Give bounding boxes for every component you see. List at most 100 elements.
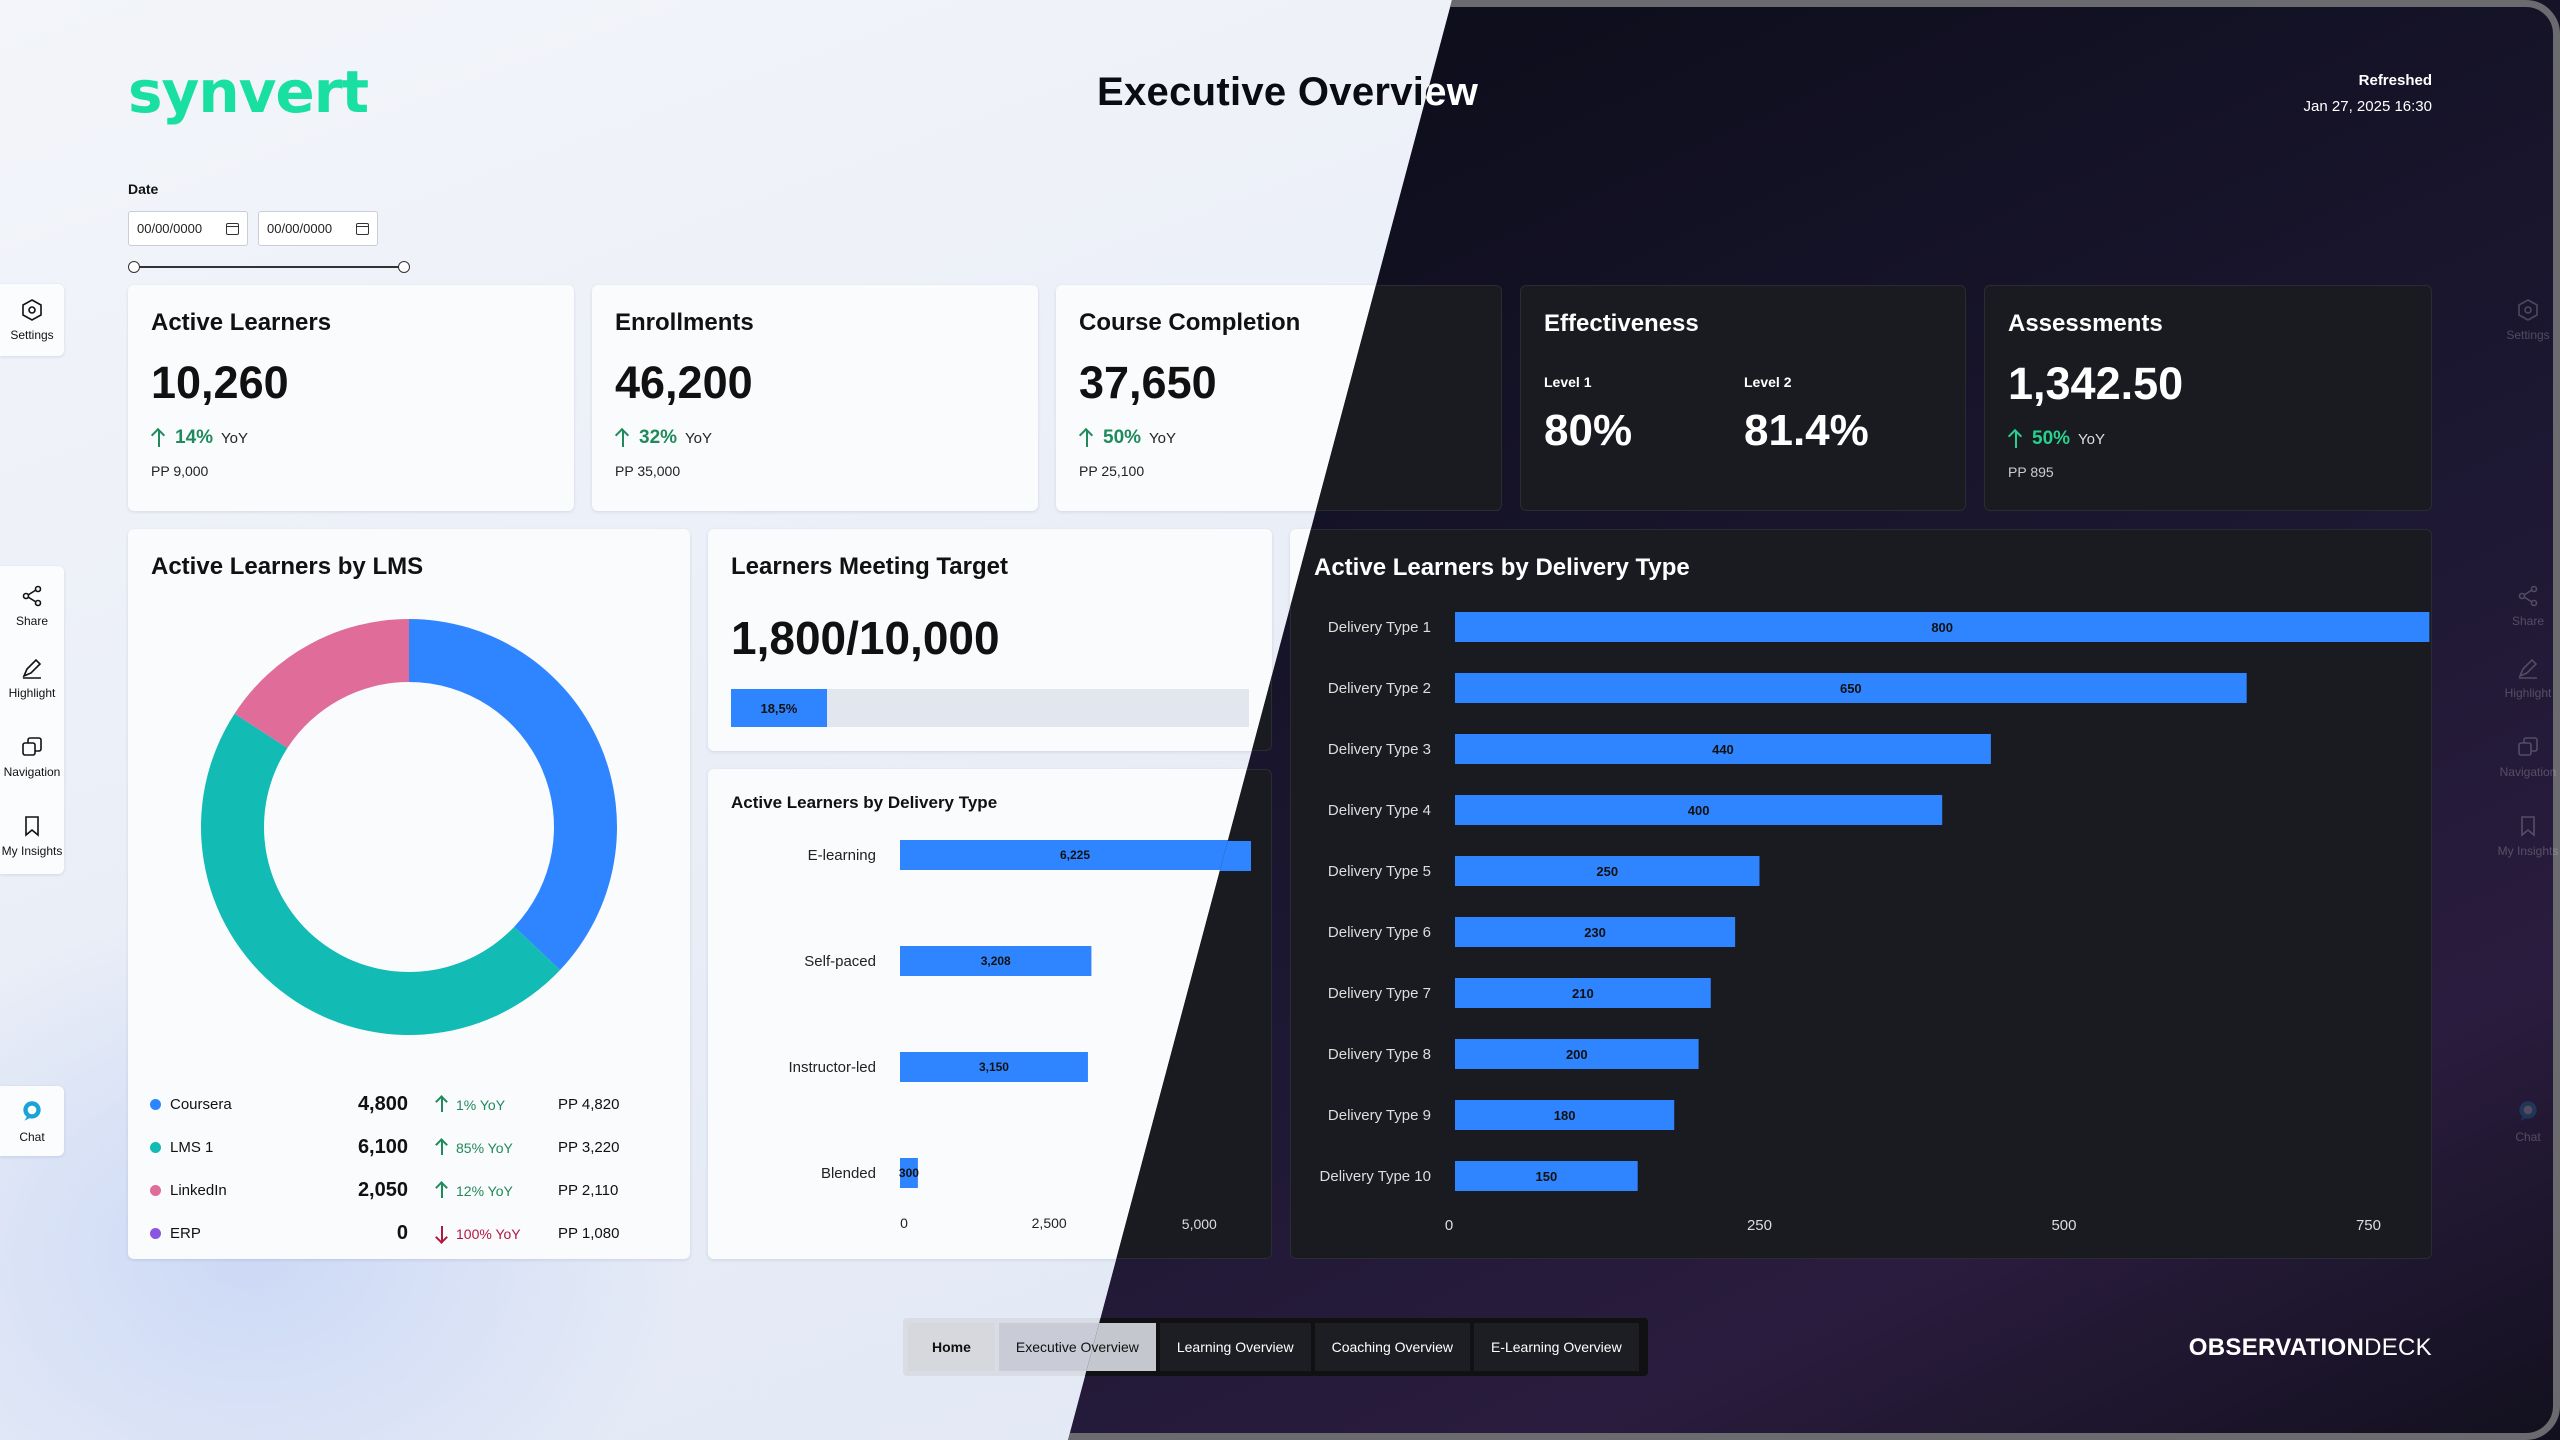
- sidebar-my-insights[interactable]: My Insights: [2496, 800, 2560, 872]
- sidebar-chat-group: Chat: [2496, 1086, 2560, 1156]
- lms-card: Active Learners by LMS Coursera 4,800 1% Y…: [128, 529, 690, 1259]
- bar-delivery-type-10[interactable]: [1455, 1161, 1638, 1191]
- delivery-type-large-card: Active Learners by Delivery Type Deliver…: [1290, 529, 2432, 1259]
- bar-category-label: Delivery Type 4: [1328, 802, 1431, 819]
- bar-blended[interactable]: [900, 1158, 918, 1188]
- page-title: Executive Overview: [1097, 70, 1479, 114]
- sidebar-settings[interactable]: Settings: [2496, 284, 2560, 356]
- calendar-icon[interactable]: [226, 222, 239, 235]
- arrow-up-icon: [436, 1182, 448, 1199]
- bar-value-label: 200: [1566, 1047, 1588, 1062]
- refresh-info: Refreshed Jan 27, 2025 16:30: [2304, 72, 2432, 115]
- date-range-slider[interactable]: [128, 261, 410, 273]
- donut-slice-linkedin[interactable]: [234, 619, 409, 749]
- legend-name: LinkedIn: [170, 1182, 227, 1199]
- kpi-change: 50% YoY: [1079, 427, 1176, 449]
- legend-name: ERP: [170, 1225, 201, 1242]
- bar-delivery-type-3[interactable]: [1455, 734, 1991, 764]
- bar-delivery-type-9[interactable]: [1455, 1100, 1675, 1130]
- kpi-prior-period: PP 895: [2008, 464, 2054, 480]
- sidebar-share[interactable]: Share: [2496, 570, 2560, 642]
- chat-icon: [2519, 1101, 2537, 1121]
- target-progress-bar: 18,5%: [731, 689, 1249, 727]
- kpi-title: Active Learners: [151, 309, 332, 336]
- lms-legend-row[interactable]: LinkedIn 2,050 12% YoY PP 2,110: [150, 1169, 660, 1212]
- slider-start-handle[interactable]: [128, 261, 140, 273]
- legend-change: 1% YoY: [436, 1096, 558, 1113]
- kpi-change-pct: 50%: [1103, 427, 1142, 448]
- legend-value: 0: [396, 1222, 408, 1244]
- kpi-card-assessments: Assessments 1,342.50 50% YoY PP 895: [1984, 285, 2432, 511]
- bar-category-label: Delivery Type 6: [1328, 924, 1431, 941]
- axis-tick-label: 2,500: [1032, 1215, 1067, 1231]
- sidebar-settings[interactable]: Settings: [0, 284, 64, 356]
- bar-self-paced[interactable]: [900, 946, 1092, 976]
- kpi-card-enrollments: Enrollments 46,200 32% YoY PP 35,000: [592, 285, 1038, 511]
- sidebar-highlight[interactable]: Highlight: [2496, 642, 2560, 714]
- bar-delivery-type-1[interactable]: [1455, 612, 2430, 642]
- kpi-card-active-learners: Active Learners 10,260 14% YoY PP 9,000: [128, 285, 574, 511]
- sidebar-chat[interactable]: Chat: [2496, 1086, 2560, 1156]
- bar-delivery-type-4[interactable]: [1455, 795, 1943, 825]
- sidebar-navigation[interactable]: Navigation: [0, 714, 64, 800]
- axis-tick-label: 0: [1445, 1217, 1453, 1234]
- bar-category-label: Delivery Type 3: [1328, 741, 1431, 758]
- level1-value: 80%: [1544, 406, 1633, 455]
- tab-coaching-overview[interactable]: Coaching Overview: [1314, 1323, 1474, 1371]
- settings-icon: [22, 299, 42, 321]
- sidebar-share[interactable]: Share: [0, 570, 64, 642]
- calendar-icon[interactable]: [356, 222, 369, 235]
- slider-track: [134, 266, 404, 268]
- settings-icon: [2518, 299, 2538, 321]
- brand-light: DECK: [2364, 1334, 2432, 1361]
- bar-delivery-type-5[interactable]: [1455, 856, 1760, 886]
- bar-category-label: E-learning: [808, 847, 876, 864]
- end-date-input[interactable]: 00/00/0000: [258, 211, 378, 246]
- sidebar-settings-label: Settings: [2506, 328, 2550, 342]
- tab-e-learning-overview[interactable]: E-Learning Overview: [1473, 1323, 1643, 1371]
- lms-legend-row[interactable]: LMS 1 6,100 85% YoY PP 3,220: [150, 1126, 660, 1169]
- axis-tick-label: 0: [900, 1215, 908, 1231]
- bar-delivery-type-8[interactable]: [1455, 1039, 1699, 1069]
- bar-instructor-led[interactable]: [900, 1052, 1088, 1082]
- legend-color-dot: [150, 1142, 161, 1153]
- bar-delivery-type-6[interactable]: [1455, 917, 1736, 947]
- slider-end-handle[interactable]: [398, 261, 410, 273]
- sidebar-highlight[interactable]: Highlight: [0, 642, 64, 714]
- start-date-input[interactable]: 00/00/0000: [128, 211, 248, 246]
- arrow-up-icon: [436, 1096, 448, 1113]
- legend-value: 2,050: [357, 1179, 408, 1201]
- sidebar-chat[interactable]: Chat: [0, 1086, 64, 1156]
- legend-name: Coursera: [170, 1096, 232, 1113]
- kpi-prior-period: PP 25,100: [1079, 463, 1145, 479]
- target-value: 1,800/10,000: [731, 612, 1000, 664]
- end-date-value: 00/00/0000: [267, 221, 333, 236]
- legend-value: 4,800: [357, 1093, 408, 1115]
- target-progress-fill: 18,5%: [731, 689, 827, 727]
- sidebar-insights-label: My Insights: [1, 844, 63, 858]
- bar-category-label: Blended: [821, 1165, 876, 1182]
- synvert-logo: synvert: [128, 58, 369, 126]
- donut-slice-coursera[interactable]: [409, 619, 618, 971]
- donut-slice-lms-1[interactable]: [200, 713, 561, 1036]
- sidebar-highlight-label: Highlight: [8, 686, 56, 700]
- target-card: Learners Meeting Target 1,800/10,000 18,…: [708, 529, 1272, 751]
- bar-value-label: 3,208: [981, 954, 1011, 968]
- delivery-small-title: Active Learners by Delivery Type: [731, 793, 998, 812]
- sidebar-navigation[interactable]: Navigation: [2496, 714, 2560, 800]
- bar-value-label: 230: [1584, 925, 1606, 940]
- tab-learning-overview[interactable]: Learning Overview: [1159, 1323, 1315, 1371]
- bar-delivery-type-7[interactable]: [1455, 978, 1711, 1008]
- sidebar-my-insights[interactable]: My Insights: [0, 800, 64, 872]
- kpi-yoy-label: YoY: [685, 429, 713, 447]
- kpi-value: 1,342.50: [2008, 358, 2184, 409]
- tab-home[interactable]: Home: [908, 1323, 999, 1371]
- chat-icon: [23, 1101, 41, 1121]
- lms-legend-row[interactable]: ERP 0 100% YoY PP 1,080: [150, 1212, 660, 1255]
- bar-delivery-type-2[interactable]: [1455, 673, 2247, 703]
- lms-legend-row[interactable]: Coursera 4,800 1% YoY PP 4,820: [150, 1083, 660, 1126]
- lms-donut-chart: [200, 619, 618, 1036]
- lms-legend: Coursera 4,800 1% YoY PP 4,820 LMS 1 6,100 85%…: [150, 1083, 660, 1255]
- kpi-value: 10,260: [151, 357, 289, 408]
- bar-e-learning[interactable]: [900, 840, 1250, 870]
